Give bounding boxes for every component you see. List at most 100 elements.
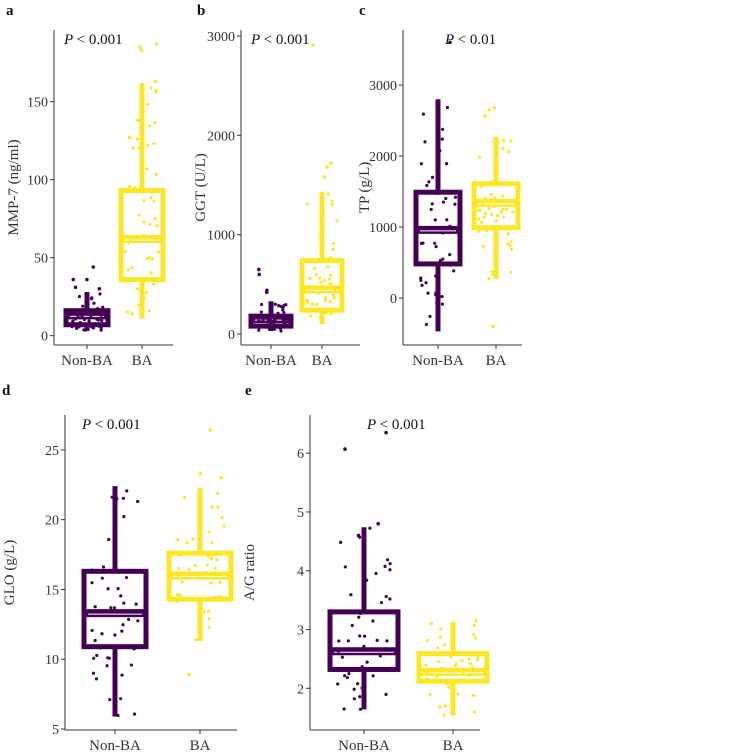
data-point [209,581,213,585]
data-point [314,273,318,277]
data-point [505,207,509,211]
data-point [485,229,489,233]
p-value: < 0.001 [77,32,123,48]
data-point [368,526,372,530]
panel-letter: e [245,383,252,399]
data-point [425,638,429,643]
data-point [358,707,363,711]
data-point [358,611,363,616]
data-point [106,656,110,660]
data-point [441,257,445,261]
p-value-annotation: P < 0.001 [250,32,310,48]
data-point [326,265,330,269]
outlier-point [491,324,495,329]
data-point [145,167,149,171]
outlier-point [71,277,76,282]
data-point [360,686,364,690]
data-point [328,255,333,260]
y-tick-label: 2 [297,682,304,697]
data-point [193,563,197,568]
data-point [472,623,476,627]
data-point [467,657,471,661]
data-point [116,713,120,718]
outlier-point [198,471,203,476]
data-point [494,174,499,179]
data-point [279,329,283,333]
data-point [461,669,466,674]
data-point [445,218,449,222]
data-point [365,660,369,664]
data-point [438,148,442,153]
data-point [442,643,447,647]
data-point [320,212,324,216]
data-point [110,495,114,499]
data-point [259,310,263,314]
data-point [441,200,445,204]
data-point [276,311,280,315]
data-point [198,503,203,508]
data-point [454,662,458,666]
data-point [178,553,182,557]
data-point [435,674,439,679]
data-point [347,672,351,676]
data-point [146,143,150,147]
panel-a: a 0 50 100 150 MMP-7 (ng/ml) P < 0.001 Non-BA BA [6,3,173,369]
data-point [132,712,137,716]
data-point [72,310,76,314]
x-tick-label: Non-BA [61,353,113,369]
data-point [73,317,77,321]
data-point [501,207,505,211]
data-point [423,140,427,144]
outlier-point [487,108,491,112]
data-point [175,599,179,603]
data-point [257,319,261,323]
data-point [471,651,475,655]
data-point [383,564,387,568]
data-point [215,558,219,562]
data-point [379,600,384,605]
data-point [467,652,471,657]
data-point [139,87,143,91]
data-point [113,633,117,637]
data-point [371,674,375,678]
data-point [358,695,362,699]
data-point [114,609,118,613]
data-point [321,209,326,213]
outlier-point [264,290,269,295]
data-point [436,660,440,664]
data-point [198,634,202,638]
data-point [445,161,449,166]
y-tick-label: 3000 [369,79,397,94]
data-point [343,674,347,678]
data-point [184,596,189,600]
data-point [333,288,337,292]
data-point [496,213,500,218]
data-point [310,302,315,306]
data-point [132,647,136,651]
data-point [284,303,288,307]
panel-letter: d [2,383,11,399]
p-symbol: P [444,32,458,48]
data-point [279,304,283,308]
p-value: < 0.001 [264,32,310,48]
y-axis-title: TP (g/L) [357,162,373,214]
data-point [92,301,96,305]
data-point [271,319,275,324]
outlier-point [187,672,192,677]
data-point [445,682,449,686]
data-point [429,621,434,626]
data-point [138,307,143,311]
data-point [487,276,491,281]
data-point [124,279,128,283]
data-point [90,628,94,633]
data-point [336,258,340,262]
data-point [424,322,429,327]
outlier-point [97,287,102,291]
data-point [358,634,362,638]
data-point [222,524,226,528]
data-point [126,268,130,272]
panel-letter: a [6,3,14,19]
y-axis-title: GLO (g/L) [2,540,18,605]
data-point [494,219,498,223]
data-point [453,202,457,206]
